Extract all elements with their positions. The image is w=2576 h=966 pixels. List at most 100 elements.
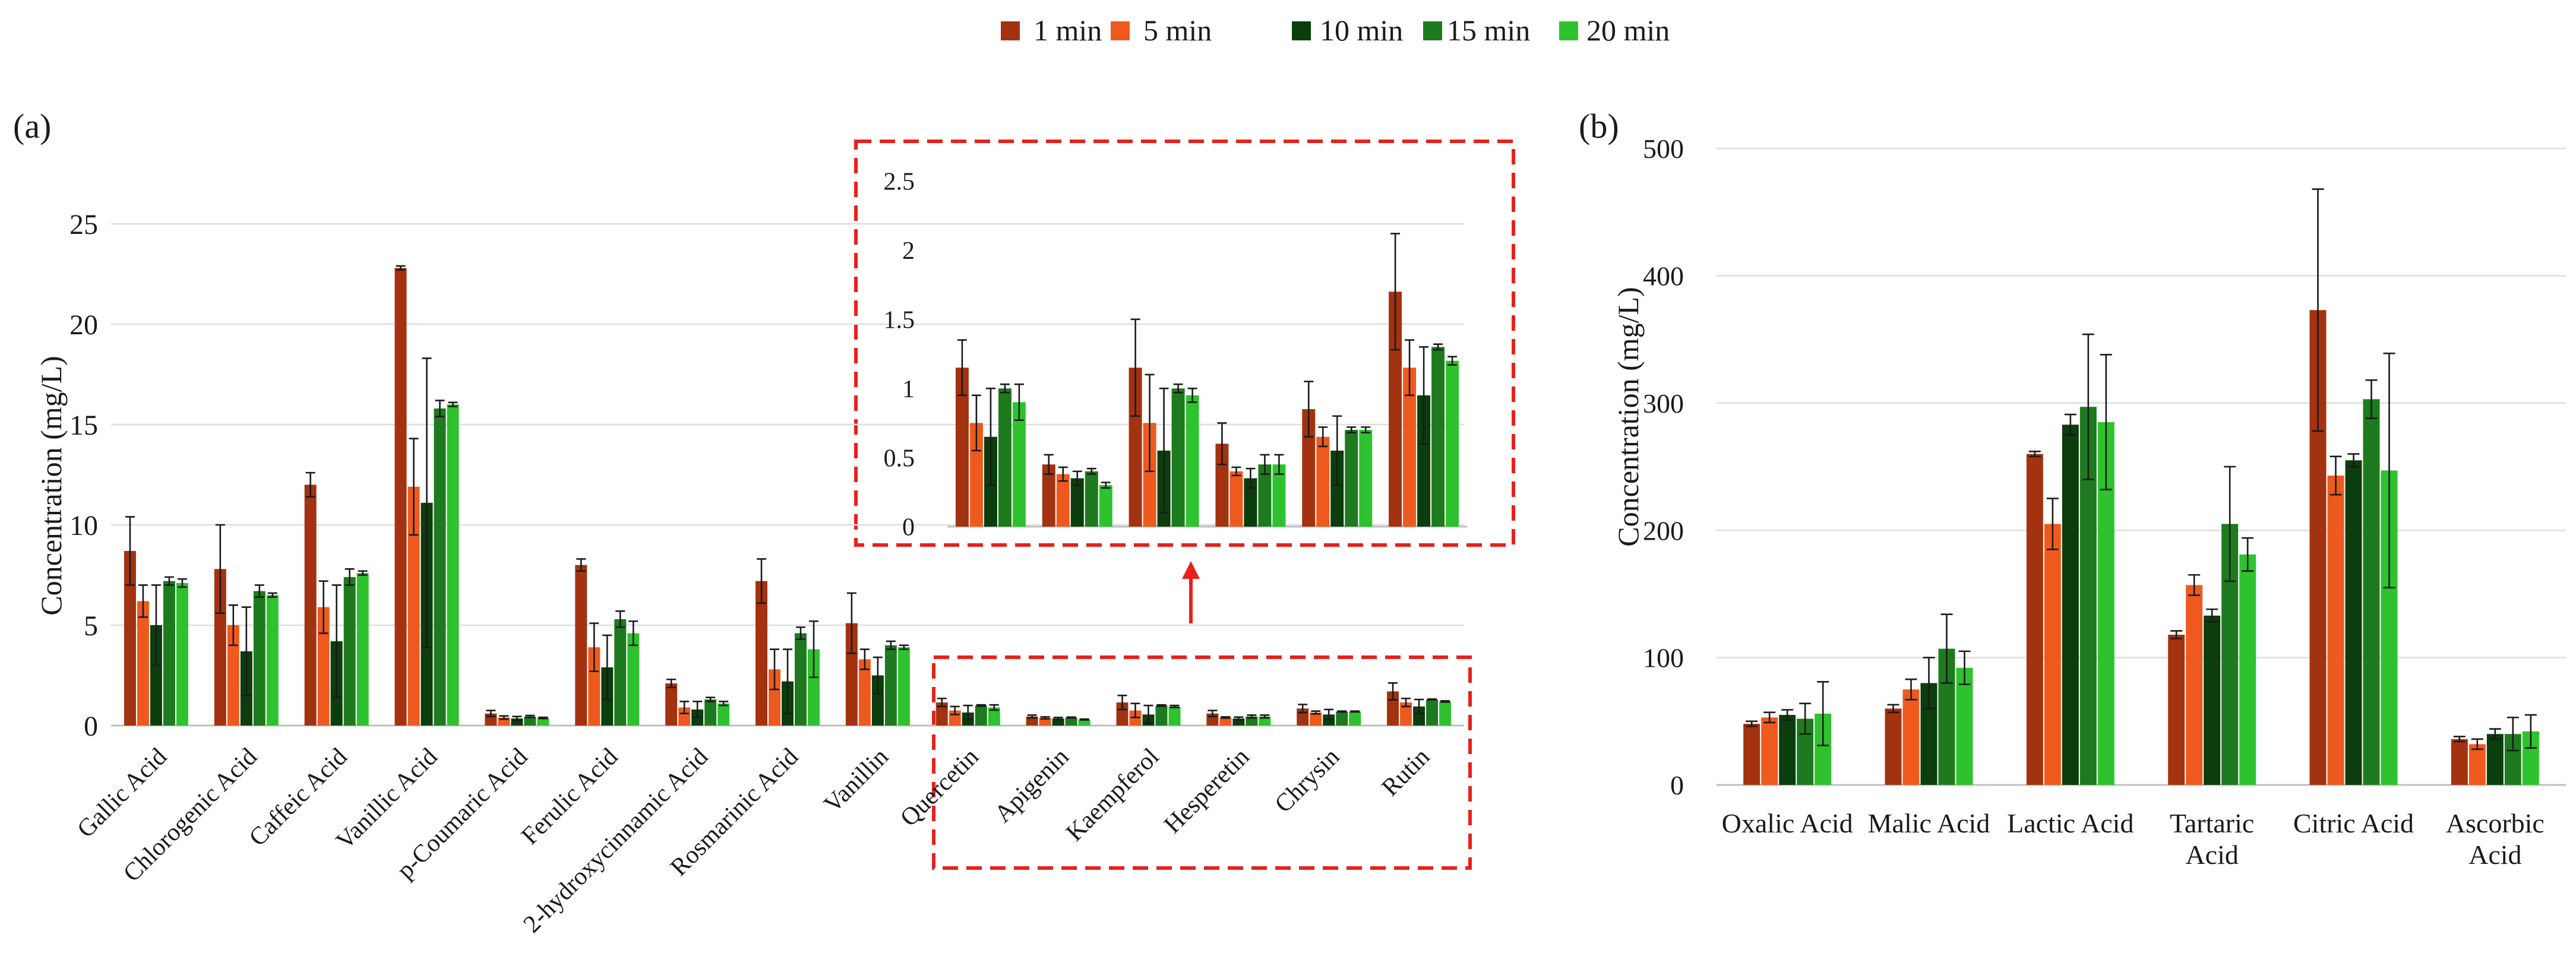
- y-tick-label: 0: [902, 514, 915, 541]
- error-bar: [2028, 450, 2041, 458]
- bar-p-coumaric-acid-10-min: [511, 718, 523, 726]
- error-bar: [318, 580, 328, 634]
- error-bar: [796, 626, 805, 640]
- bar-apigenin-1-min: [1042, 464, 1055, 527]
- bar-kaempferol-1-min: [1116, 702, 1129, 726]
- error-bar: [2170, 630, 2183, 639]
- y-tick-label: 500: [1643, 134, 1684, 164]
- bar-quercetin-5-min: [969, 423, 983, 527]
- error-bar: [1324, 708, 1334, 721]
- error-bar: [125, 516, 135, 586]
- error-bar: [305, 471, 315, 498]
- error-bar: [1247, 714, 1257, 719]
- y-tick-label: 1: [902, 376, 915, 403]
- bar-vanillin-15-min: [884, 645, 897, 726]
- x-tick-label: Malic Acid: [1868, 808, 1990, 838]
- error-bar: [2524, 714, 2537, 749]
- x-tick-label: Hesperetin: [1159, 743, 1254, 839]
- error-bar: [783, 648, 792, 715]
- error-bar: [1337, 710, 1347, 713]
- error-bar: [859, 648, 870, 670]
- bar-rutin-15-min: [1431, 347, 1445, 527]
- bar-quercetin-20-min: [988, 707, 1000, 726]
- zoom-inset-box: [854, 140, 1515, 547]
- bar-hesperetin-20-min: [1272, 464, 1286, 527]
- legend-swatch-15min: [1423, 21, 1442, 40]
- error-bar: [976, 704, 986, 707]
- y-tick-label: 15: [69, 410, 98, 441]
- error-bar: [1347, 426, 1357, 433]
- bar-apigenin-5-min: [1039, 718, 1051, 726]
- bar-quercetin-1-min: [935, 702, 948, 726]
- bar-chlorogenic-acid-1-min: [214, 569, 226, 726]
- bar-gallic-acid-15-min: [163, 581, 175, 726]
- error-bar: [2312, 188, 2324, 432]
- error-bar: [809, 620, 818, 679]
- error-bar: [241, 606, 251, 696]
- bar-vanillic-acid-20-min: [447, 404, 459, 726]
- error-bar: [1388, 682, 1398, 701]
- bar-vanillic-acid-1-min: [394, 268, 407, 726]
- error-bar: [706, 696, 716, 702]
- bar-gallic-acid-5-min: [137, 601, 149, 726]
- bar-vanillin-5-min: [858, 659, 871, 726]
- error-bar: [499, 715, 509, 720]
- error-bar: [2471, 738, 2483, 750]
- error-bar: [2064, 413, 2076, 436]
- bar-ferulic-acid-15-min: [614, 619, 627, 726]
- error-bar: [2206, 608, 2218, 623]
- error-bar: [2365, 379, 2378, 419]
- bar-hesperetin-5-min: [1219, 717, 1232, 726]
- bar-gallic-acid-1-min: [124, 550, 136, 726]
- bar-hesperetin-15-min: [1258, 464, 1272, 527]
- x-tick-label: Kaempferol: [1061, 743, 1164, 847]
- bar-chlorogenic-acid-5-min: [227, 625, 239, 726]
- bar-ascorbic-acid-10-min: [2486, 734, 2504, 785]
- bar-chrysin-1-min: [1302, 409, 1316, 527]
- panel-label-b: (b): [1579, 107, 1619, 145]
- error-bar: [1086, 467, 1096, 475]
- error-bar: [1958, 650, 1971, 685]
- error-bar: [2347, 453, 2360, 468]
- error-bar: [1763, 711, 1776, 724]
- error-bar: [2224, 465, 2236, 582]
- x-tick-label: Citric Acid: [2293, 808, 2414, 838]
- error-bar: [2188, 574, 2201, 596]
- bar-vanillic-acid-15-min: [434, 408, 446, 726]
- bar-quercetin-1-min: [955, 368, 969, 527]
- error-bar: [2383, 352, 2395, 588]
- bar-caffeic-acid-15-min: [343, 577, 356, 726]
- error-bar: [576, 558, 586, 572]
- error-bar: [770, 648, 779, 691]
- error-bar: [937, 698, 947, 708]
- error-bar: [358, 570, 368, 576]
- error-bar: [512, 715, 522, 721]
- legend-label-1min: 1 min: [1033, 14, 1102, 47]
- bar-apigenin-5-min: [1056, 474, 1070, 527]
- error-bar: [538, 716, 548, 720]
- bar-hesperetin-20-min: [1259, 716, 1271, 726]
- y-tick-label: 200: [1643, 515, 1684, 546]
- bar-caffeic-acid-20-min: [356, 573, 369, 726]
- error-bar: [1066, 716, 1076, 719]
- error-bar: [1440, 700, 1450, 703]
- error-bar: [2489, 728, 2501, 740]
- error-bar: [1350, 710, 1360, 713]
- legend-swatch-5min: [1111, 21, 1130, 40]
- error-bar: [331, 584, 342, 698]
- error-bar: [422, 357, 432, 648]
- bar-gallic-acid-20-min: [176, 583, 188, 726]
- bar-lactic-acid-10-min: [2062, 425, 2079, 785]
- error-bar: [1298, 704, 1308, 714]
- error-bar: [1117, 695, 1127, 711]
- legend-label-15min: 15 min: [1447, 14, 1530, 47]
- error-bar: [1044, 454, 1054, 475]
- error-bar: [1159, 387, 1169, 514]
- error-bar: [1332, 415, 1342, 486]
- bar-quercetin-15-min: [998, 388, 1012, 527]
- bar-rutin-15-min: [1426, 699, 1439, 726]
- error-bar: [589, 622, 599, 673]
- bar-gallic-acid-10-min: [150, 625, 162, 726]
- y-tick-label: 400: [1643, 261, 1684, 292]
